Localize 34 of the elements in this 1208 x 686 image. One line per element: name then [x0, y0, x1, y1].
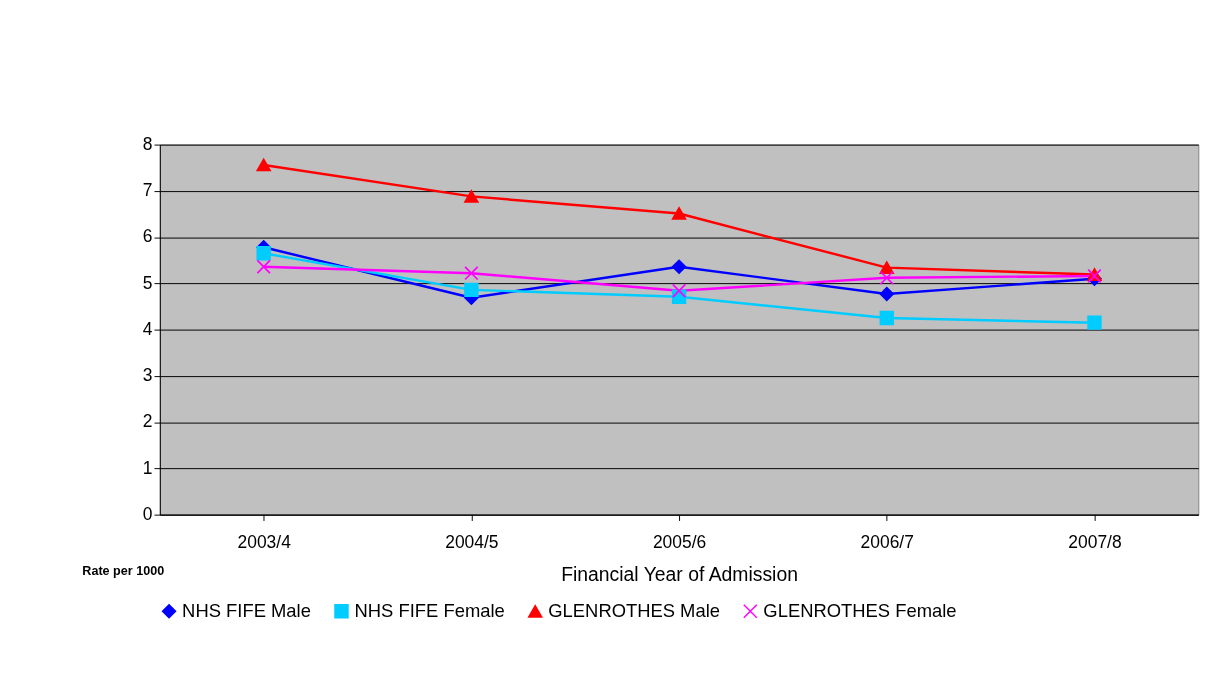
y-tick-label: 1 [142, 457, 153, 478]
point [879, 261, 894, 274]
x-tick-label: 2004/5 [445, 532, 499, 553]
x-axis-title: Financial Year of Admission [561, 563, 798, 586]
y-tick-label: 2 [142, 411, 153, 432]
y-tick-label: 4 [142, 318, 153, 339]
legend-label: NHS FIFE Male [182, 600, 311, 622]
legend-label: NHS FIFE Female [354, 600, 505, 622]
legend-label: GLENROTHES Female [763, 600, 957, 622]
point [256, 246, 271, 261]
x-tick-label: 2006/7 [860, 532, 914, 553]
x-tick-label: 2003/4 [237, 532, 292, 553]
point [464, 282, 479, 298]
point [1087, 315, 1102, 330]
y-tick-label: 3 [142, 365, 153, 386]
x-tick-label: 2005/6 [652, 532, 707, 553]
point [879, 286, 894, 302]
point [671, 283, 687, 298]
legend-label: GLENROTHES Male [548, 600, 720, 622]
y-axis-title: Rate per 1000 [82, 563, 165, 578]
x-tick-label: 2007/8 [1068, 532, 1122, 553]
point [464, 190, 479, 203]
point [879, 270, 894, 285]
point [464, 266, 479, 281]
y-tick-label: 5 [142, 272, 153, 293]
y-tick-label: 0 [142, 503, 153, 524]
point [671, 259, 687, 274]
point [256, 259, 271, 274]
point [879, 310, 894, 326]
y-tick-label: 7 [142, 180, 153, 201]
point [256, 158, 271, 172]
y-tick-label: 8 [142, 133, 153, 154]
point [671, 207, 687, 220]
y-tick-label: 6 [142, 226, 153, 247]
